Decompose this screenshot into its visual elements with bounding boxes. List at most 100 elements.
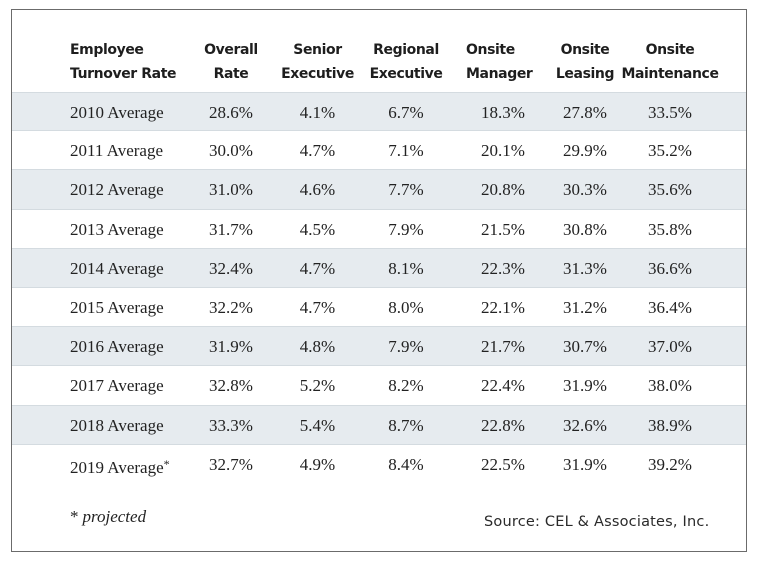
header-senior-executive: Senior Executive [275,38,360,86]
header-line1: Onsite [466,38,546,62]
header-line1: Regional [364,38,448,62]
header-onsite-maintenance: Onsite Maintenance [620,38,720,86]
cell-onsite-manager: 20.1% [458,131,548,170]
cell-onsite-maintenance: 33.5% [620,93,720,132]
table-row: 2018 Average 33.3% 5.4% 8.7% 22.8% 32.6% 38.9% [12,406,746,445]
cell-onsite-maintenance: 38.0% [620,366,720,405]
table-row: 2012 Average 31.0% 4.6% 7.7% 20.8% 30.3% 35.6% [12,170,746,209]
header-onsite-leasing: Onsite Leasing [550,38,620,86]
header-overall-rate: Overall Rate [196,38,266,86]
cell-year: 2015 Average [70,288,200,327]
header-line1: Onsite [550,38,620,62]
header-line2: Manager [466,62,546,86]
table-row: 2015 Average 32.2% 4.7% 8.0% 22.1% 31.2% 36.4% [12,288,746,327]
cell-onsite-maintenance: 39.2% [620,445,720,484]
cell-senior-executive: 4.6% [275,170,360,209]
cell-overall-rate: 31.0% [196,170,266,209]
cell-senior-executive: 4.5% [275,210,360,249]
header-onsite-manager: Onsite Manager [466,38,546,86]
cell-year: 2010 Average [70,93,200,132]
cell-regional-executive: 7.1% [364,131,448,170]
cell-regional-executive: 6.7% [364,93,448,132]
cell-senior-executive: 4.9% [275,445,360,484]
cell-onsite-manager: 22.8% [458,406,548,445]
cell-regional-executive: 7.7% [364,170,448,209]
cell-year: 2018 Average [70,406,200,445]
footnote: * projected [70,507,146,527]
cell-onsite-leasing: 30.7% [550,327,620,366]
header-line1: Senior [275,38,360,62]
cell-senior-executive: 4.7% [275,131,360,170]
cell-year: 2014 Average [70,249,200,288]
cell-overall-rate: 31.7% [196,210,266,249]
cell-overall-rate: 32.4% [196,249,266,288]
cell-senior-executive: 4.1% [275,93,360,132]
table-row: 2011 Average 30.0% 4.7% 7.1% 20.1% 29.9% 35.2% [12,131,746,170]
table-row: 2016 Average 31.9% 4.8% 7.9% 21.7% 30.7% 37.0% [12,327,746,366]
source-credit: Source: CEL & Associates, Inc. [484,514,709,530]
cell-regional-executive: 8.4% [364,445,448,484]
cell-overall-rate: 31.9% [196,327,266,366]
header-employee-turnover-rate: Employee Turnover Rate [70,38,200,86]
cell-onsite-leasing: 27.8% [550,93,620,132]
cell-onsite-manager: 21.5% [458,210,548,249]
table-row: 2014 Average 32.4% 4.7% 8.1% 22.3% 31.3% 36.6% [12,249,746,288]
footnote-text: projected [83,507,147,526]
turnover-table-card: Employee Turnover Rate Overall Rate Seni… [11,9,747,552]
footnote-marker-superscript: * [164,457,170,471]
table-row: 2019 Average* 32.7% 4.9% 8.4% 22.5% 31.9% 39.2… [12,445,746,484]
cell-year: 2017 Average [70,366,200,405]
cell-regional-executive: 8.1% [364,249,448,288]
cell-overall-rate: 33.3% [196,406,266,445]
cell-overall-rate: 32.2% [196,288,266,327]
cell-onsite-leasing: 30.3% [550,170,620,209]
cell-onsite-maintenance: 37.0% [620,327,720,366]
header-line1: Overall [196,38,266,62]
cell-overall-rate: 28.6% [196,93,266,132]
cell-onsite-manager: 20.8% [458,170,548,209]
cell-onsite-maintenance: 36.4% [620,288,720,327]
cell-senior-executive: 4.7% [275,249,360,288]
cell-onsite-maintenance: 35.6% [620,170,720,209]
header-line1: Onsite [620,38,720,62]
cell-onsite-manager: 22.4% [458,366,548,405]
cell-year: 2011 Average [70,131,200,170]
cell-senior-executive: 5.4% [275,406,360,445]
cell-senior-executive: 5.2% [275,366,360,405]
cell-onsite-leasing: 29.9% [550,131,620,170]
cell-year: 2013 Average [70,210,200,249]
header-line2: Executive [364,62,448,86]
header-line2: Leasing [550,62,620,86]
cell-senior-executive: 4.8% [275,327,360,366]
table-row: 2010 Average 28.6% 4.1% 6.7% 18.3% 27.8% 33.5% [12,92,746,131]
header-line2: Turnover Rate [70,62,200,86]
cell-regional-executive: 7.9% [364,210,448,249]
cell-overall-rate: 30.0% [196,131,266,170]
cell-onsite-manager: 22.5% [458,445,548,484]
cell-year: 2016 Average [70,327,200,366]
cell-onsite-leasing: 31.9% [550,445,620,484]
cell-onsite-leasing: 31.3% [550,249,620,288]
cell-onsite-manager: 22.3% [458,249,548,288]
header-line1: Employee [70,38,200,62]
table-row: 2013 Average 31.7% 4.5% 7.9% 21.5% 30.8% 35.8% [12,210,746,249]
header-line2: Executive [275,62,360,86]
cell-onsite-manager: 22.1% [458,288,548,327]
cell-onsite-leasing: 32.6% [550,406,620,445]
cell-senior-executive: 4.7% [275,288,360,327]
cell-overall-rate: 32.8% [196,366,266,405]
cell-overall-rate: 32.7% [196,445,266,484]
table-body: 2010 Average 28.6% 4.1% 6.7% 18.3% 27.8% 33.5%… [12,92,746,484]
header-regional-executive: Regional Executive [364,38,448,86]
cell-onsite-leasing: 31.9% [550,366,620,405]
cell-regional-executive: 7.9% [364,327,448,366]
cell-onsite-maintenance: 35.8% [620,210,720,249]
cell-regional-executive: 8.0% [364,288,448,327]
cell-onsite-manager: 21.7% [458,327,548,366]
header-line2: Rate [196,62,266,86]
cell-onsite-leasing: 31.2% [550,288,620,327]
cell-onsite-manager: 18.3% [458,93,548,132]
cell-year: 2019 Average* [70,445,200,487]
header-line2: Maintenance [620,62,720,86]
cell-year: 2012 Average [70,170,200,209]
